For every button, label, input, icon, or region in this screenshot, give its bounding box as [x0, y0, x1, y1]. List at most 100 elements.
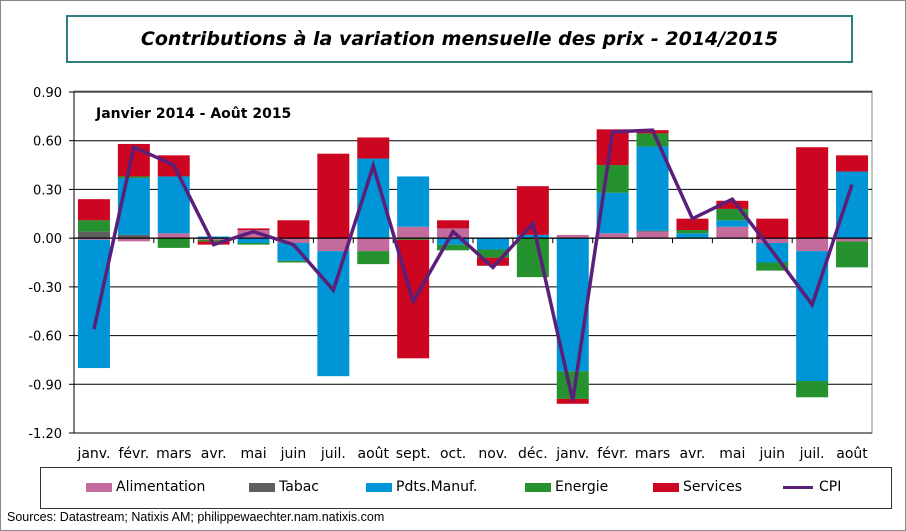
bar-energie: [277, 260, 310, 263]
bar-alimentation: [716, 226, 749, 239]
bar-alimentation: [317, 238, 350, 252]
legend-item-manuf: Pdts.Manuf.: [366, 479, 477, 495]
y-tick-label: -0.60: [28, 330, 62, 345]
bar-services: [716, 200, 749, 209]
bar-services: [77, 199, 110, 221]
bar-alimentation: [117, 238, 150, 242]
chart-annotation: Janvier 2014 - Août 2015: [95, 106, 291, 122]
bar-pdts-manuf-: [636, 146, 669, 231]
cpi-line: [92, 128, 854, 401]
bar-energie: [636, 133, 669, 147]
legend-swatch: [653, 482, 679, 492]
legend-item-tabac: Tabac: [249, 479, 319, 495]
bar-energie: [676, 230, 709, 234]
y-tick-label: 0.60: [33, 135, 62, 150]
x-tick-label: mars: [635, 446, 670, 462]
title-box: Contributions à la variation mensuelle d…: [66, 15, 853, 63]
legend-line-swatch: [783, 485, 813, 489]
legend-label: Services: [683, 479, 743, 495]
x-tick-label: juil.: [320, 446, 346, 462]
x-tick-label: déc.: [518, 446, 548, 462]
bar-energie: [157, 238, 190, 248]
bar-energie: [836, 241, 869, 268]
bar-services: [357, 137, 390, 159]
bar-services: [556, 398, 589, 404]
bar-pdts-manuf-: [437, 238, 470, 245]
bar-services: [437, 220, 470, 229]
x-tick-label: mai: [719, 446, 745, 462]
x-tick-label: août: [357, 446, 389, 462]
legend-item-energie: Energie: [525, 479, 608, 495]
bar-energie: [437, 244, 470, 251]
x-tick-label: janv.: [555, 446, 589, 462]
legend-swatch: [525, 482, 551, 492]
x-tick-label: mai: [240, 446, 266, 462]
x-tick-label: avr.: [201, 446, 227, 462]
bar-energie: [397, 238, 430, 240]
legend-label: Energie: [555, 479, 609, 495]
bar-services: [476, 257, 509, 266]
bar-services: [317, 153, 350, 239]
legend: Alimentation Tabac Pdts.Manuf. Energie S…: [40, 467, 892, 509]
bar-pdts-manuf-: [516, 234, 549, 239]
legend-item-services: Services: [653, 479, 742, 495]
bar-services: [796, 147, 829, 239]
bar-energie: [77, 220, 110, 232]
bar-pdts-manuf-: [397, 176, 430, 227]
x-tick-label: août: [836, 446, 868, 462]
bar-pdts-manuf-: [317, 251, 350, 377]
x-tick-label: juil.: [799, 446, 825, 462]
x-tick-label: avr.: [680, 446, 706, 462]
x-tick-label: juin: [758, 446, 785, 462]
bar-alimentation: [397, 226, 430, 239]
y-tick-label: -0.90: [28, 378, 62, 393]
bar-energie: [237, 243, 270, 245]
bar-pdts-manuf-: [77, 239, 110, 369]
bar-energie: [756, 262, 789, 271]
bar-pdts-manuf-: [117, 178, 150, 235]
bar-alimentation: [237, 230, 270, 239]
legend-item-alimentation: Alimentation: [86, 479, 205, 495]
bar-energie: [117, 176, 150, 179]
bar-services: [277, 220, 310, 239]
bar-pdts-manuf-: [836, 171, 869, 239]
bar-pdts-manuf-: [197, 236, 230, 239]
y-tick-label: 0.90: [33, 86, 62, 101]
x-tick-label: sept.: [396, 446, 431, 462]
bar-services: [237, 228, 270, 231]
bar-alimentation: [756, 238, 789, 244]
legend-label: Tabac: [279, 479, 319, 495]
bar-pdts-manuf-: [476, 238, 509, 250]
bar-pdts-manuf-: [716, 220, 749, 227]
y-tick-label: 0.00: [33, 232, 62, 247]
x-tick-label: févr.: [597, 446, 628, 462]
bar-alimentation: [796, 238, 829, 252]
bar-pdts-manuf-: [237, 238, 270, 244]
legend-label: Alimentation: [116, 479, 206, 495]
legend-label: Pdts.Manuf.: [396, 479, 478, 495]
sources-note: Sources: Datastream; Natixis AM; philipp…: [7, 510, 385, 524]
bar-alimentation: [357, 238, 390, 252]
bar-alimentation: [277, 238, 310, 244]
bar-pdts-manuf-: [676, 233, 709, 239]
bar-alimentation: [636, 231, 669, 239]
bar-services: [836, 155, 869, 172]
y-tick-label: -0.30: [28, 281, 62, 296]
y-tick-label: 0.30: [33, 183, 62, 198]
legend-item-cpi: CPI: [783, 479, 841, 495]
bar-alimentation: [596, 233, 629, 239]
bar-tabac: [77, 231, 110, 239]
bar-energie: [476, 249, 509, 258]
x-tick-label: nov.: [478, 446, 507, 462]
x-tick-label: juin: [280, 446, 307, 462]
x-tick-label: janv.: [76, 446, 110, 462]
bar-energie: [716, 208, 749, 221]
legend-swatch: [249, 482, 275, 492]
bar-alimentation: [197, 238, 230, 240]
bar-alimentation: [157, 233, 190, 239]
x-tick-label: mars: [156, 446, 191, 462]
y-tick-label: -1.20: [28, 427, 62, 442]
bar-tabac: [636, 230, 669, 232]
bar-energie: [197, 239, 230, 242]
